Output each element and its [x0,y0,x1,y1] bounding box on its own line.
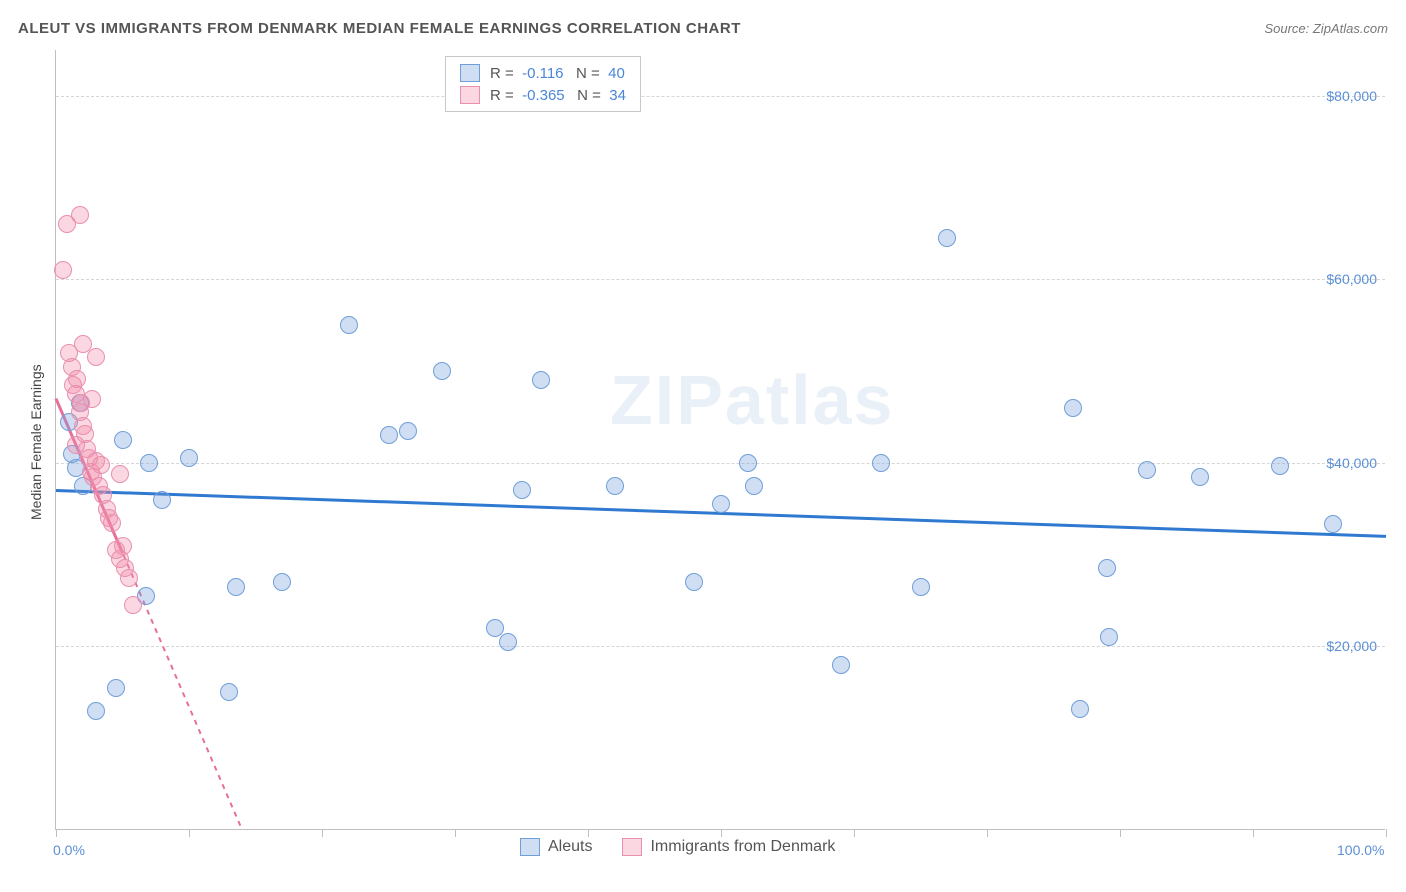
data-point [399,422,417,440]
data-point [87,702,105,720]
data-point [107,679,125,697]
legend-row: R = -0.116 N = 40 [460,62,626,84]
x-tick [322,829,323,837]
data-point [712,495,730,513]
y-tick-label: $20,000 [1326,638,1377,654]
x-tick-label-end: 100.0% [1337,842,1384,858]
data-point [872,454,890,472]
x-tick [1386,829,1387,837]
y-tick-label: $60,000 [1326,271,1377,287]
data-point [114,537,132,555]
x-tick [1253,829,1254,837]
data-point [832,656,850,674]
data-point [433,362,451,380]
data-point [938,229,956,247]
data-point [912,578,930,596]
data-point [1138,461,1156,479]
data-point [1100,628,1118,646]
data-point [380,426,398,444]
data-point [67,436,85,454]
legend-stats: R = -0.116 N = 40 [490,65,625,82]
data-point [220,683,238,701]
data-point [1191,468,1209,486]
data-point [739,454,757,472]
legend-swatch [520,838,540,856]
data-point [499,633,517,651]
data-point [74,335,92,353]
data-point [120,569,138,587]
data-point [532,371,550,389]
data-point [606,477,624,495]
data-point [273,573,291,591]
data-point [83,390,101,408]
data-point [92,456,110,474]
x-tick [189,829,190,837]
data-point [1271,457,1289,475]
data-point [54,261,72,279]
data-point [1071,700,1089,718]
data-point [111,465,129,483]
data-point [71,206,89,224]
data-point [1324,515,1342,533]
data-point [745,477,763,495]
trend-lines [56,50,1386,830]
correlation-legend: R = -0.116 N = 40 R = -0.365 N = 34 [445,56,641,112]
x-tick [455,829,456,837]
data-point [114,431,132,449]
legend-swatch [622,838,642,856]
series-legend: Aleuts Immigrants from Denmark [520,838,835,856]
data-point [1064,399,1082,417]
data-point [153,491,171,509]
legend-item: Immigrants from Denmark [622,838,835,856]
data-point [140,454,158,472]
x-tick [854,829,855,837]
scatter-plot [55,50,1385,830]
y-tick-label: $40,000 [1326,455,1377,471]
source-prefix: Source: [1264,21,1312,36]
data-point [103,514,121,532]
data-point [68,370,86,388]
y-tick-label: $80,000 [1326,88,1377,104]
chart-title: ALEUT VS IMMIGRANTS FROM DENMARK MEDIAN … [18,20,741,37]
legend-swatch [460,64,480,82]
legend-item: Aleuts [520,838,592,856]
data-point [87,348,105,366]
data-point [124,596,142,614]
data-point [685,573,703,591]
x-tick [721,829,722,837]
legend-row: R = -0.365 N = 34 [460,84,626,106]
data-point [180,449,198,467]
legend-label: Immigrants from Denmark [650,838,835,856]
data-point [1098,559,1116,577]
legend-label: Aleuts [548,838,592,856]
legend-stats: R = -0.365 N = 34 [490,87,626,104]
header: ALEUT VS IMMIGRANTS FROM DENMARK MEDIAN … [18,20,1388,37]
data-point [513,481,531,499]
source-name: ZipAtlas.com [1313,21,1388,36]
x-tick [1120,829,1121,837]
data-point [227,578,245,596]
x-tick [56,829,57,837]
x-tick [987,829,988,837]
data-point [340,316,358,334]
y-axis-label: Median Female Earnings [28,364,44,520]
source-attribution: Source: ZipAtlas.com [1264,21,1388,36]
legend-swatch [460,86,480,104]
x-tick [588,829,589,837]
x-tick-label-start: 0.0% [53,842,85,858]
